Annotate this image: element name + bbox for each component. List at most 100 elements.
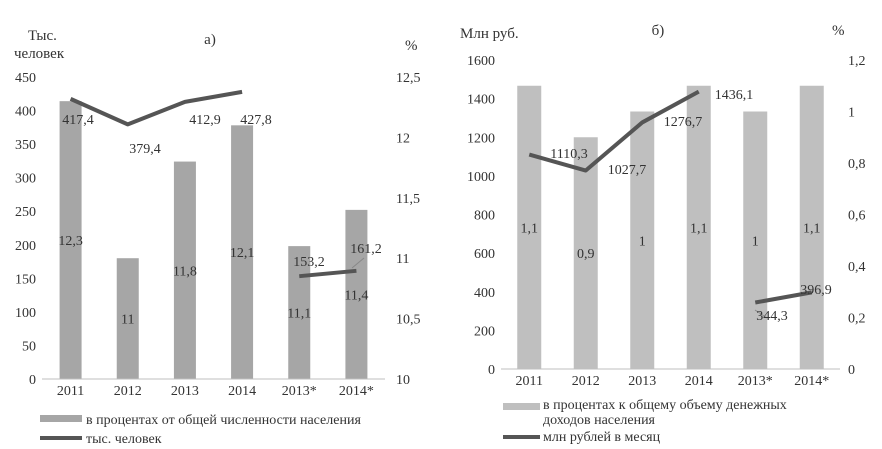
- chart-panel-b: б) Млн руб. % 0 200 400 600 800 1000 1200 1400 1600…: [460, 23, 866, 445]
- right-axis-title: %: [832, 23, 845, 39]
- legend-bar-label: в процентах от общей численности населен…: [86, 413, 361, 428]
- bar-value-label: 1,1: [690, 221, 708, 236]
- category-label: 2013*: [282, 384, 317, 399]
- right-tick-label: 0,6: [848, 209, 866, 224]
- bar: [686, 85, 711, 369]
- right-tick-label: 10,5: [396, 313, 421, 328]
- left-tick-label: 0: [488, 363, 495, 378]
- right-tick-label: 0,2: [848, 312, 866, 327]
- left-tick-label: 1400: [467, 93, 495, 108]
- left-tick-label: 1000: [467, 170, 495, 185]
- right-tick-label: 0,8: [848, 157, 866, 172]
- left-tick-label: 50: [22, 339, 36, 354]
- line-value-label: 412,9: [189, 113, 221, 128]
- bar: [59, 101, 82, 379]
- series-line: [299, 268, 357, 279]
- bar-value-label: 1: [752, 234, 759, 249]
- bar-value-label: 1,1: [521, 221, 539, 236]
- right-tick-label: 12: [396, 131, 410, 146]
- line-value-label: 1110,3: [550, 147, 587, 162]
- right-tick-label: 0: [848, 363, 855, 378]
- left-tick-label: 1200: [467, 131, 495, 146]
- line-value-label: 417,4: [62, 113, 94, 128]
- right-tick-label: 1,2: [848, 54, 866, 69]
- series-line: [754, 290, 813, 305]
- right-tick-label: 0,4: [848, 260, 866, 275]
- line-value-label: 396,9: [800, 283, 832, 298]
- bar-value-label: 12,1: [230, 246, 255, 261]
- category-label: 2012: [114, 384, 142, 399]
- right-tick-label: 11: [396, 252, 409, 267]
- label-leader-line: [351, 257, 365, 269]
- bar-value-label: 11,4: [344, 288, 368, 303]
- bar: [116, 258, 139, 379]
- bar-value-label: 11,8: [173, 264, 197, 279]
- left-axis-title: Млн руб.: [460, 26, 519, 42]
- left-axis-title: Тыс.: [28, 28, 57, 44]
- right-tick-label: 1: [848, 106, 855, 121]
- left-tick-label: 1600: [467, 54, 495, 69]
- category-label: 2014*: [339, 384, 374, 399]
- line-value-label: 1276,7: [664, 115, 703, 130]
- bar: [743, 111, 768, 369]
- category-label: 2013*: [738, 374, 773, 389]
- category-label: 2014*: [794, 374, 829, 389]
- line-value-label: 161,2: [350, 242, 382, 257]
- right-tick-label: 11,5: [396, 192, 420, 207]
- bar-value-label: 1: [639, 234, 646, 249]
- legend-line-label: млн рублей в месяц: [543, 430, 661, 445]
- line-value-label: 1027,7: [608, 163, 647, 178]
- line-value-label: 344,3: [756, 309, 788, 324]
- category-label: 2011: [516, 374, 543, 389]
- bar: [630, 111, 655, 369]
- line-value-label: 153,2: [293, 255, 325, 270]
- left-tick-label: 400: [15, 105, 36, 120]
- legend-bar-swatch: [503, 403, 540, 410]
- bar: [345, 209, 368, 379]
- right-tick-label: 10: [396, 373, 410, 388]
- category-label: 2011: [57, 384, 84, 399]
- right-tick-label: 12,5: [396, 71, 421, 86]
- left-tick-label: 300: [15, 172, 36, 187]
- left-tick-label: 600: [474, 247, 495, 262]
- left-tick-label: 200: [474, 324, 495, 339]
- left-tick-label: 350: [15, 138, 36, 153]
- series-line: [528, 89, 700, 173]
- line-value-label: 427,8: [240, 113, 272, 128]
- legend-line-label: тыс. человек: [86, 432, 162, 447]
- left-tick-label: 250: [15, 205, 36, 220]
- category-label: 2012: [572, 374, 600, 389]
- category-label: 2013: [171, 384, 199, 399]
- bar: [288, 246, 311, 379]
- left-tick-label: 0: [29, 373, 36, 388]
- bar: [573, 137, 598, 369]
- bar-value-label: 11,1: [287, 307, 311, 322]
- bar: [517, 85, 542, 369]
- legend-bar-swatch: [40, 415, 82, 422]
- left-tick-label: 800: [474, 209, 495, 224]
- label-leader-line: [754, 309, 768, 319]
- bar-value-label: 11: [121, 313, 134, 328]
- legend-bar-label: в процентах к общему объему денежных дохо…: [543, 398, 787, 428]
- left-tick-label: 100: [15, 306, 36, 321]
- category-label: 2014: [685, 374, 713, 389]
- left-axis-title-line2: человек: [14, 46, 65, 62]
- left-tick-label: 450: [15, 71, 36, 86]
- bar-value-label: 0,9: [577, 247, 595, 262]
- left-tick-label: 150: [15, 272, 36, 287]
- right-axis-title: %: [405, 38, 418, 54]
- bar: [799, 85, 824, 369]
- bar: [173, 161, 196, 379]
- category-label: 2014: [228, 384, 256, 399]
- chart-panel-a: а) Тыс. человек % 0 50 100 150 200 250 300 350 400 45…: [14, 28, 421, 447]
- line-value-label: 379,4: [129, 142, 161, 157]
- bar-value-label: 12,3: [58, 234, 83, 249]
- panel-label: б): [652, 23, 665, 39]
- panel-label: а): [204, 32, 216, 48]
- left-tick-label: 400: [474, 286, 495, 301]
- line-value-label: 1436,1: [715, 88, 754, 103]
- bar-value-label: 1,1: [803, 221, 821, 236]
- left-tick-label: 200: [15, 239, 36, 254]
- bar: [231, 125, 254, 379]
